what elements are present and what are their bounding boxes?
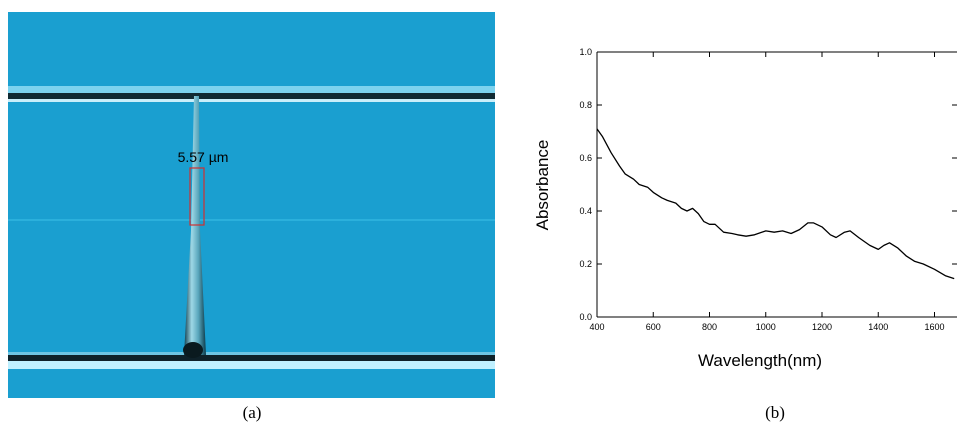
x-tick-label: 800 — [702, 322, 717, 332]
y-tick-label: 1.0 — [579, 47, 592, 57]
y-tick-label: 0.2 — [579, 259, 592, 269]
x-axis-label: Wavelength(nm) — [698, 351, 822, 370]
x-tick-label: 1000 — [756, 322, 776, 332]
x-tick-label: 1400 — [868, 322, 888, 332]
x-tick-label: 1600 — [924, 322, 944, 332]
x-tick-label: 600 — [646, 322, 661, 332]
y-tick-label: 0.6 — [579, 153, 592, 163]
caption: (a) — [243, 403, 262, 422]
y-tick-label: 0.0 — [579, 312, 592, 322]
annotation: 5.57 µm — [178, 149, 229, 165]
microscope-image: 5.57 µm — [8, 12, 495, 398]
y-tick-label: 0.4 — [579, 206, 592, 216]
x-tick-label: 1200 — [812, 322, 832, 332]
line — [596, 128, 955, 280]
x-tick-label: 400 — [589, 322, 604, 332]
y-axis-label: Absorbance — [533, 140, 552, 231]
plot — [596, 51, 957, 318]
caption: (b) — [765, 403, 785, 422]
y-tick-label: 0.8 — [579, 100, 592, 110]
